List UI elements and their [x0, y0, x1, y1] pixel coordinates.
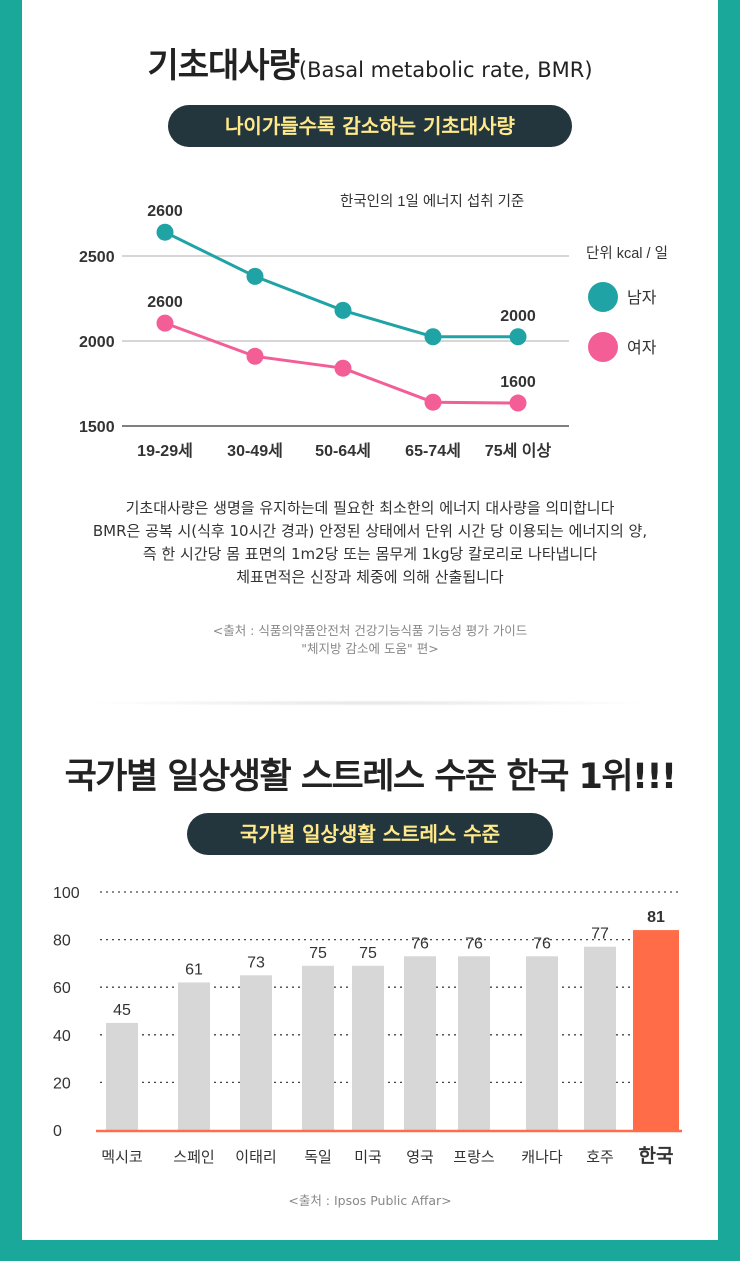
- bar-value-7: 76: [533, 935, 551, 952]
- legend-label-0: 남자: [627, 289, 657, 307]
- bar-7: [526, 956, 558, 1130]
- bar-ytick-0: 0: [53, 1123, 62, 1140]
- line-point-1-3: [424, 393, 442, 411]
- legend-swatch-1: [588, 332, 618, 362]
- line-point-0-0: [156, 223, 174, 241]
- bar-xtick-7: 캐나다: [521, 1149, 563, 1166]
- bar-8: [584, 946, 616, 1130]
- bar-3: [302, 965, 334, 1130]
- line-point-1-1: [246, 347, 264, 365]
- bar-value-5: 76: [411, 935, 429, 952]
- bar-4: [352, 965, 384, 1130]
- bar-xtick-1: 스페인: [173, 1149, 214, 1166]
- line-data-label-2: 2600: [147, 294, 183, 311]
- desc-line-3: 즉 한 시간당 몸 표면의 1m2당 또는 몸무게 1kg당 칼로리로 나타냅니…: [142, 545, 598, 563]
- line-xtick-0: 19-29세: [137, 442, 193, 460]
- bar-9: [633, 930, 679, 1130]
- bar-value-4: 75: [359, 945, 377, 962]
- bar-value-3: 75: [309, 945, 327, 962]
- line-xtick-3: 65-74세: [405, 442, 461, 460]
- infographic-card: 기초대사량(Basal metabolic rate, BMR) 나이가들수록 …: [22, 0, 718, 1240]
- bar-xtick-3: 독일: [304, 1149, 332, 1166]
- section-divider: [82, 700, 658, 706]
- line-point-0-1: [246, 267, 264, 285]
- bar-6: [458, 956, 490, 1130]
- line-annotation: 한국인의 1일 에너지 섭취 기준: [340, 193, 524, 210]
- bar-xtick-2: 이태리: [235, 1149, 276, 1166]
- bar-xtick-8: 호주: [586, 1149, 614, 1166]
- bmr-source-line-1: <출처 : 식품의약품안전처 건강기능식품 기능성 평가 가이드: [212, 623, 528, 638]
- stress-subtitle-pill: 국가별 일상생활 스트레스 수준: [187, 813, 553, 855]
- bar-1: [178, 982, 210, 1130]
- line-data-label-3: 1600: [500, 374, 536, 391]
- line-point-1-4: [509, 394, 527, 412]
- bar-value-6: 76: [465, 935, 483, 952]
- line-data-label-0: 2600: [147, 203, 183, 220]
- line-data-label-1: 2000: [500, 308, 536, 325]
- legend-swatch-0: [588, 282, 618, 312]
- stress-source: <출처 : Ipsos Public Affar>: [288, 1193, 452, 1208]
- bar-ytick-40: 40: [53, 1028, 71, 1045]
- bmr-title-main: 기초대사량: [147, 46, 299, 86]
- bar-0: [106, 1022, 138, 1130]
- line-xtick-1: 30-49세: [227, 442, 283, 460]
- bmr-title-sub: (Basal metabolic rate, BMR): [298, 58, 593, 82]
- legend-label-1: 여자: [627, 339, 657, 357]
- desc-line-4: 체표면적은 신장과 체중에 의해 산출됩니다: [236, 568, 504, 586]
- bar-value-1: 61: [185, 961, 203, 978]
- line-ytick-2500: 2500: [79, 249, 115, 266]
- bar-ytick-20: 20: [53, 1075, 71, 1092]
- bar-value-8: 77: [591, 926, 609, 943]
- bar-xtick-0: 멕시코: [101, 1149, 142, 1166]
- desc-line-2: BMR은 공복 시(식후 10시간 경과) 안정된 상태에서 단위 시간 당 이…: [92, 522, 648, 540]
- bar-xtick-6: 프랑스: [453, 1149, 495, 1166]
- bmr-description: 기초대사량은 생명을 유지하는데 필요한 최소한의 에너지 대사량을 의미합니다…: [22, 497, 718, 589]
- bar-ytick-80: 80: [53, 933, 71, 950]
- line-point-0-2: [334, 301, 352, 319]
- bmr-line-chart: 1500 2000 2500 19-29세 30-49세 50-64세 65-74세 75세 …: [79, 193, 668, 460]
- bmr-title: 기초대사량(Basal metabolic rate, BMR): [22, 38, 718, 87]
- bar-2: [240, 975, 272, 1130]
- line-unit-label: 단위 kcal / 일: [586, 245, 668, 262]
- line-point-1-2: [334, 359, 352, 377]
- bar-ytick-60: 60: [53, 980, 71, 997]
- bar-5: [404, 956, 436, 1130]
- bmr-source-line-2: "체지방 감소에 도움" 편>: [301, 641, 439, 656]
- stress-bar-chart: 0 20 40 60 80 100 45 멕시코 61 스페인 73 이태리 75 독일 75 미국 76 영국 7…: [53, 885, 682, 1167]
- bar-value-0: 45: [113, 1002, 131, 1019]
- bar-xtick-5: 영국: [406, 1149, 434, 1166]
- bar-value-9: 81: [647, 909, 665, 926]
- line-point-0-4: [509, 328, 527, 346]
- bmr-source: <출처 : 식품의약품안전처 건강기능식품 기능성 평가 가이드 "체지방 감소…: [22, 622, 718, 658]
- bar-xtick-4: 미국: [354, 1149, 382, 1166]
- stress-title: 국가별 일상생활 스트레스 수준 한국 1위!!!: [64, 757, 677, 797]
- bmr-subtitle-pill: 나이가들수록 감소하는 기초대사량: [168, 105, 572, 147]
- bar-value-2: 73: [247, 954, 265, 971]
- line-ytick-2000: 2000: [79, 334, 115, 351]
- line-xtick-4: 75세 이상: [485, 442, 552, 460]
- line-xtick-2: 50-64세: [315, 442, 371, 460]
- line-ytick-1500: 1500: [79, 419, 115, 436]
- bar-ytick-100: 100: [53, 885, 80, 902]
- line-point-1-0: [156, 314, 174, 332]
- line-point-0-3: [424, 328, 442, 346]
- bar-xtick-9: 한국: [639, 1145, 674, 1167]
- desc-line-1: 기초대사량은 생명을 유지하는데 필요한 최소한의 에너지 대사량을 의미합니다: [125, 499, 615, 517]
